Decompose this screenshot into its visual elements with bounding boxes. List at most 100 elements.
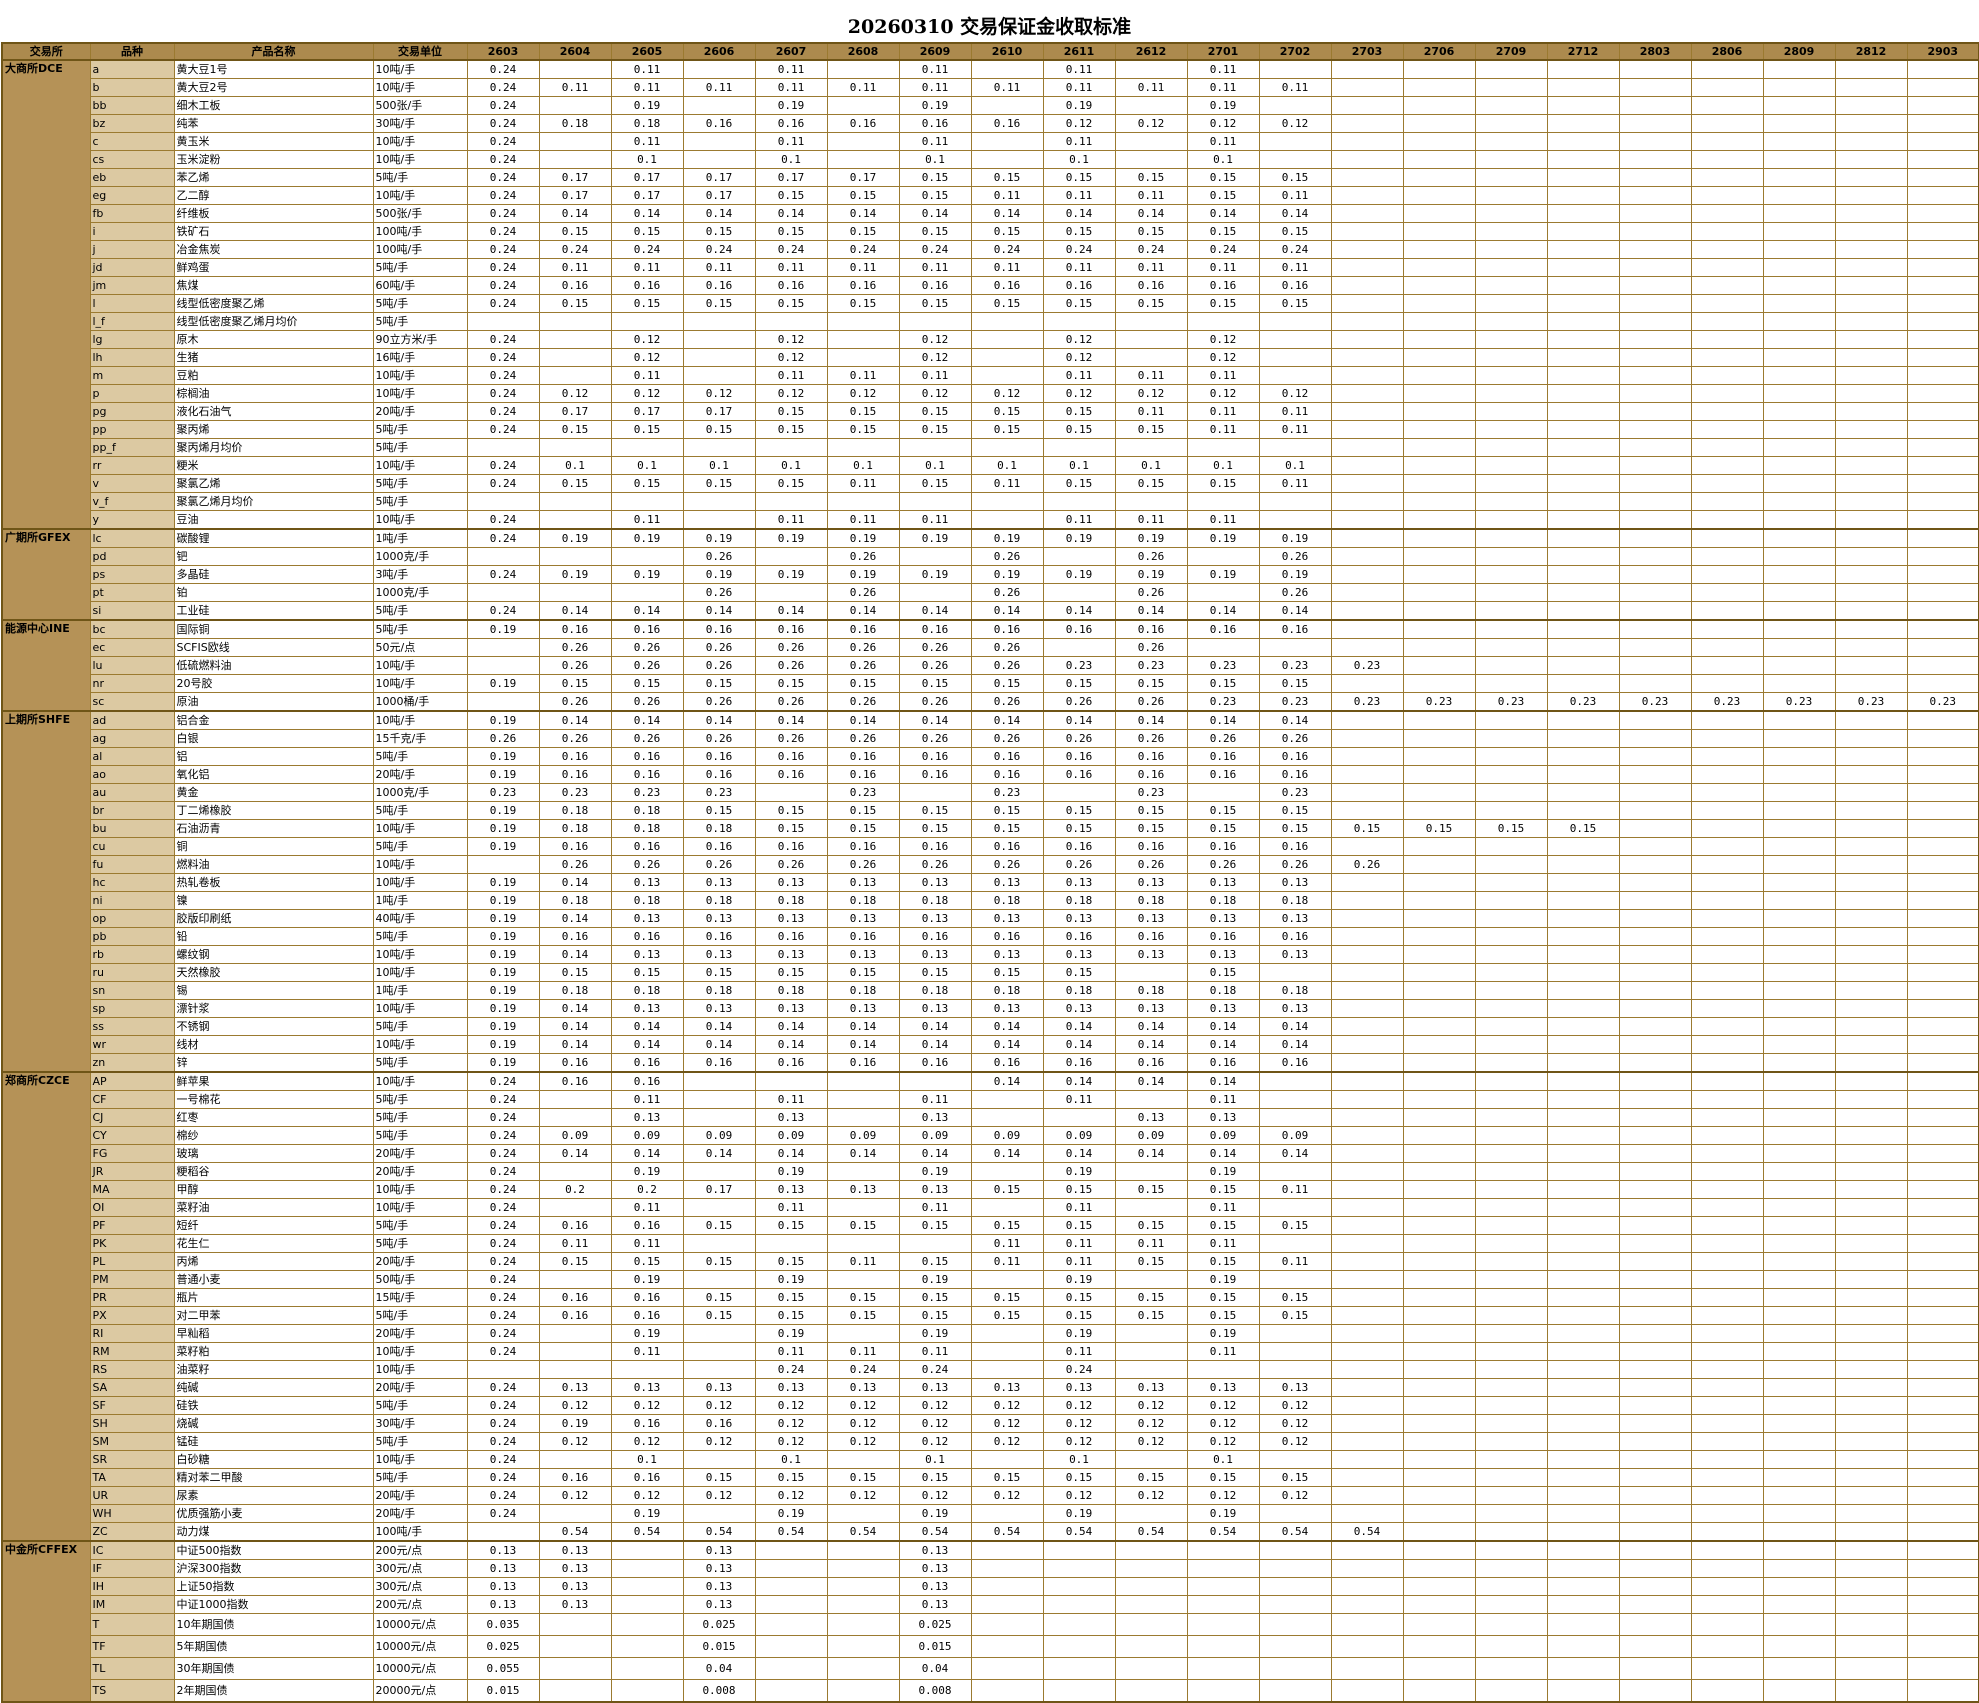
margin-value-cell: 0.16 [1258, 1053, 1332, 1073]
margin-value-cell [1834, 1180, 1908, 1199]
variety-code-cell: sp [89, 999, 175, 1018]
margin-value-cell [1402, 855, 1476, 874]
margin-value-cell: 0.11 [1042, 1090, 1116, 1109]
product-name-cell: 粳米 [173, 456, 374, 475]
margin-value-cell: 0.26 [1042, 729, 1116, 748]
margin-value-cell: 0.15 [754, 963, 828, 982]
margin-value-cell [1690, 1540, 1764, 1560]
margin-value-cell [1618, 96, 1692, 115]
margin-value-cell: 0.19 [826, 565, 900, 584]
margin-value-cell: 0.19 [898, 1324, 972, 1343]
margin-value-cell [1474, 1450, 1548, 1469]
margin-value-cell: 0.14 [898, 1035, 972, 1054]
margin-value-cell: 0.24 [538, 240, 612, 259]
trading-unit-cell: 10吨/手 [372, 656, 468, 675]
margin-value-cell [1258, 1595, 1332, 1614]
margin-value-cell [1834, 348, 1908, 367]
trading-unit-cell: 200元/点 [372, 1540, 468, 1560]
margin-value-cell: 0.15 [826, 801, 900, 820]
margin-value-cell [1042, 783, 1116, 802]
margin-value-cell [1762, 456, 1836, 475]
margin-value-cell [1474, 204, 1548, 223]
margin-value-cell: 0.26 [970, 729, 1044, 748]
margin-value-cell: 0.18 [970, 981, 1044, 1000]
margin-value-cell: 0.12 [970, 1432, 1044, 1451]
margin-value-cell: 0.54 [538, 1522, 612, 1542]
margin-value-cell [1618, 114, 1692, 133]
margin-value-cell [1618, 258, 1692, 277]
margin-value-cell [1762, 1613, 1836, 1636]
margin-value-cell [1546, 801, 1620, 820]
margin-value-cell: 0.15 [682, 420, 756, 439]
margin-value-cell: 0.15 [754, 222, 828, 241]
margin-value-cell: 0.13 [1186, 945, 1260, 964]
trading-unit-cell: 10吨/手 [372, 456, 468, 475]
margin-value-cell [1906, 474, 1979, 493]
margin-value-cell: 0.12 [682, 1396, 756, 1415]
margin-value-cell [1546, 294, 1620, 313]
margin-value-cell: 0.26 [1114, 583, 1188, 602]
variety-code-cell: TA [89, 1468, 175, 1487]
margin-value-cell: 0.16 [1114, 927, 1188, 946]
margin-value-cell [1834, 96, 1908, 115]
product-name-cell: 纤维板 [173, 204, 374, 223]
margin-value-cell: 0.12 [1042, 1396, 1116, 1415]
margin-value-cell [1834, 1657, 1908, 1680]
margin-value-cell: 0.15 [682, 1216, 756, 1235]
margin-value-cell: 0.1 [898, 456, 972, 475]
margin-value-cell [1474, 240, 1548, 259]
margin-value-cell [1618, 204, 1692, 223]
variety-code-cell: SR [89, 1450, 175, 1469]
margin-value-cell: 0.11 [1186, 1198, 1260, 1217]
margin-value-cell: 0.18 [538, 981, 612, 1000]
trading-unit-cell: 3吨/手 [372, 565, 468, 584]
margin-value-cell [1834, 59, 1908, 79]
margin-value-cell: 0.16 [1042, 837, 1116, 856]
margin-value-cell [826, 1657, 900, 1680]
margin-value-cell: 0.23 [682, 783, 756, 802]
margin-value-cell [1330, 132, 1404, 151]
margin-value-cell [538, 1090, 612, 1109]
margin-value-cell: 0.54 [1186, 1522, 1260, 1542]
margin-value-cell [1258, 1360, 1332, 1379]
margin-value-cell: 0.13 [754, 1180, 828, 1199]
margin-value-cell: 0.19 [898, 565, 972, 584]
margin-value-cell: 0.16 [1042, 1053, 1116, 1073]
margin-value-cell [826, 1071, 900, 1091]
table-row-pp_f: pp_f 聚丙烯月均价 5吨/手 [2, 438, 1979, 457]
variety-code-cell: PX [89, 1306, 175, 1325]
margin-value-cell: 0.19 [610, 528, 684, 548]
margin-value-cell: 0.15 [1186, 1216, 1260, 1235]
margin-value-cell: 0.15 [898, 801, 972, 820]
margin-value-cell [1906, 240, 1979, 259]
margin-value-cell [970, 1162, 1044, 1181]
margin-value-cell [1906, 1486, 1979, 1505]
margin-value-cell [1402, 1577, 1476, 1596]
margin-value-cell: 0.15 [1042, 1180, 1116, 1199]
margin-value-cell [1906, 132, 1979, 151]
margin-value-cell [1546, 1216, 1620, 1235]
margin-value-cell [1330, 1017, 1404, 1036]
margin-value-cell: 0.15 [754, 674, 828, 693]
variety-code-cell: wr [89, 1035, 175, 1054]
trading-unit-cell: 5吨/手 [372, 168, 468, 187]
margin-value-cell: 0.15 [1258, 1216, 1332, 1235]
margin-value-cell [1258, 1577, 1332, 1596]
margin-value-cell: 0.13 [898, 1378, 972, 1397]
table-row-jm: jm 焦煤 60吨/手 0.24 0.16 0.16 0.16 0.16 0.16 0.16 0.1… [2, 276, 1979, 295]
trading-unit-cell: 5吨/手 [372, 492, 468, 511]
margin-value-cell: 0.16 [610, 1071, 684, 1091]
trading-unit-cell: 5吨/手 [372, 1216, 468, 1235]
table-row-pp: pp 聚丙烯 5吨/手 0.24 0.15 0.15 0.15 0.15 0.15 0.15 0.1… [2, 420, 1979, 439]
margin-value-cell [1114, 330, 1188, 349]
product-name-cell: 20号胶 [173, 674, 374, 693]
margin-value-cell: 0.19 [538, 1414, 612, 1433]
margin-value-cell: 0.16 [1186, 927, 1260, 946]
margin-value-cell: 0.16 [538, 1216, 612, 1235]
margin-value-cell: 0.12 [898, 348, 972, 367]
margin-value-cell [1546, 420, 1620, 439]
margin-value-cell [538, 547, 612, 566]
margin-value-cell [1618, 348, 1692, 367]
margin-value-cell: 0.14 [754, 1035, 828, 1054]
margin-value-cell: 0.15 [898, 819, 972, 838]
